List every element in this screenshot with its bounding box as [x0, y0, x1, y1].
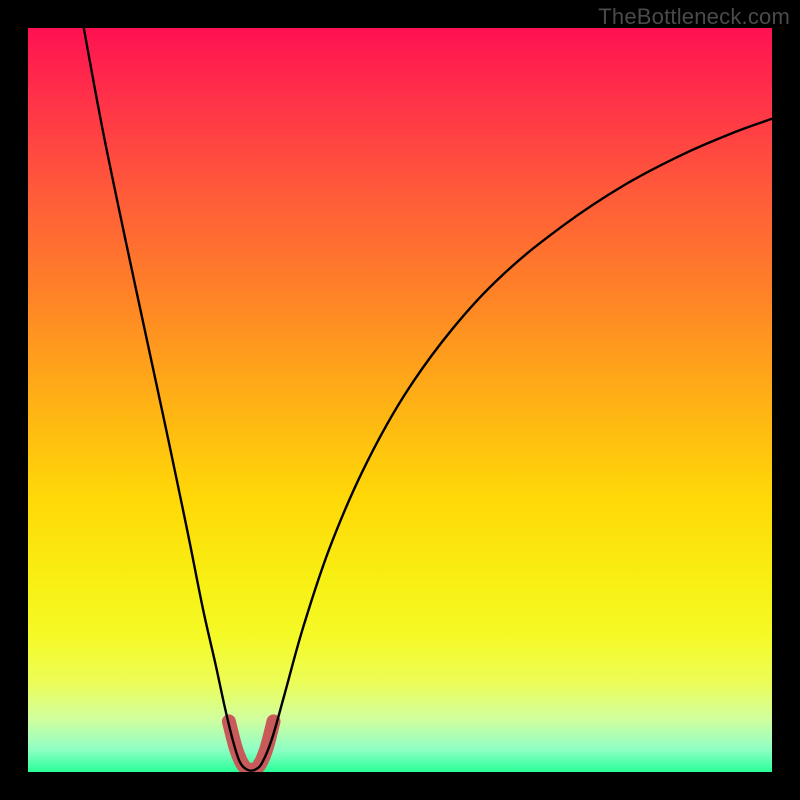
chart-svg: [28, 28, 772, 772]
watermark-text: TheBottleneck.com: [598, 4, 790, 30]
outer-frame: TheBottleneck.com: [0, 0, 800, 800]
chart-plot-area: [28, 28, 772, 772]
